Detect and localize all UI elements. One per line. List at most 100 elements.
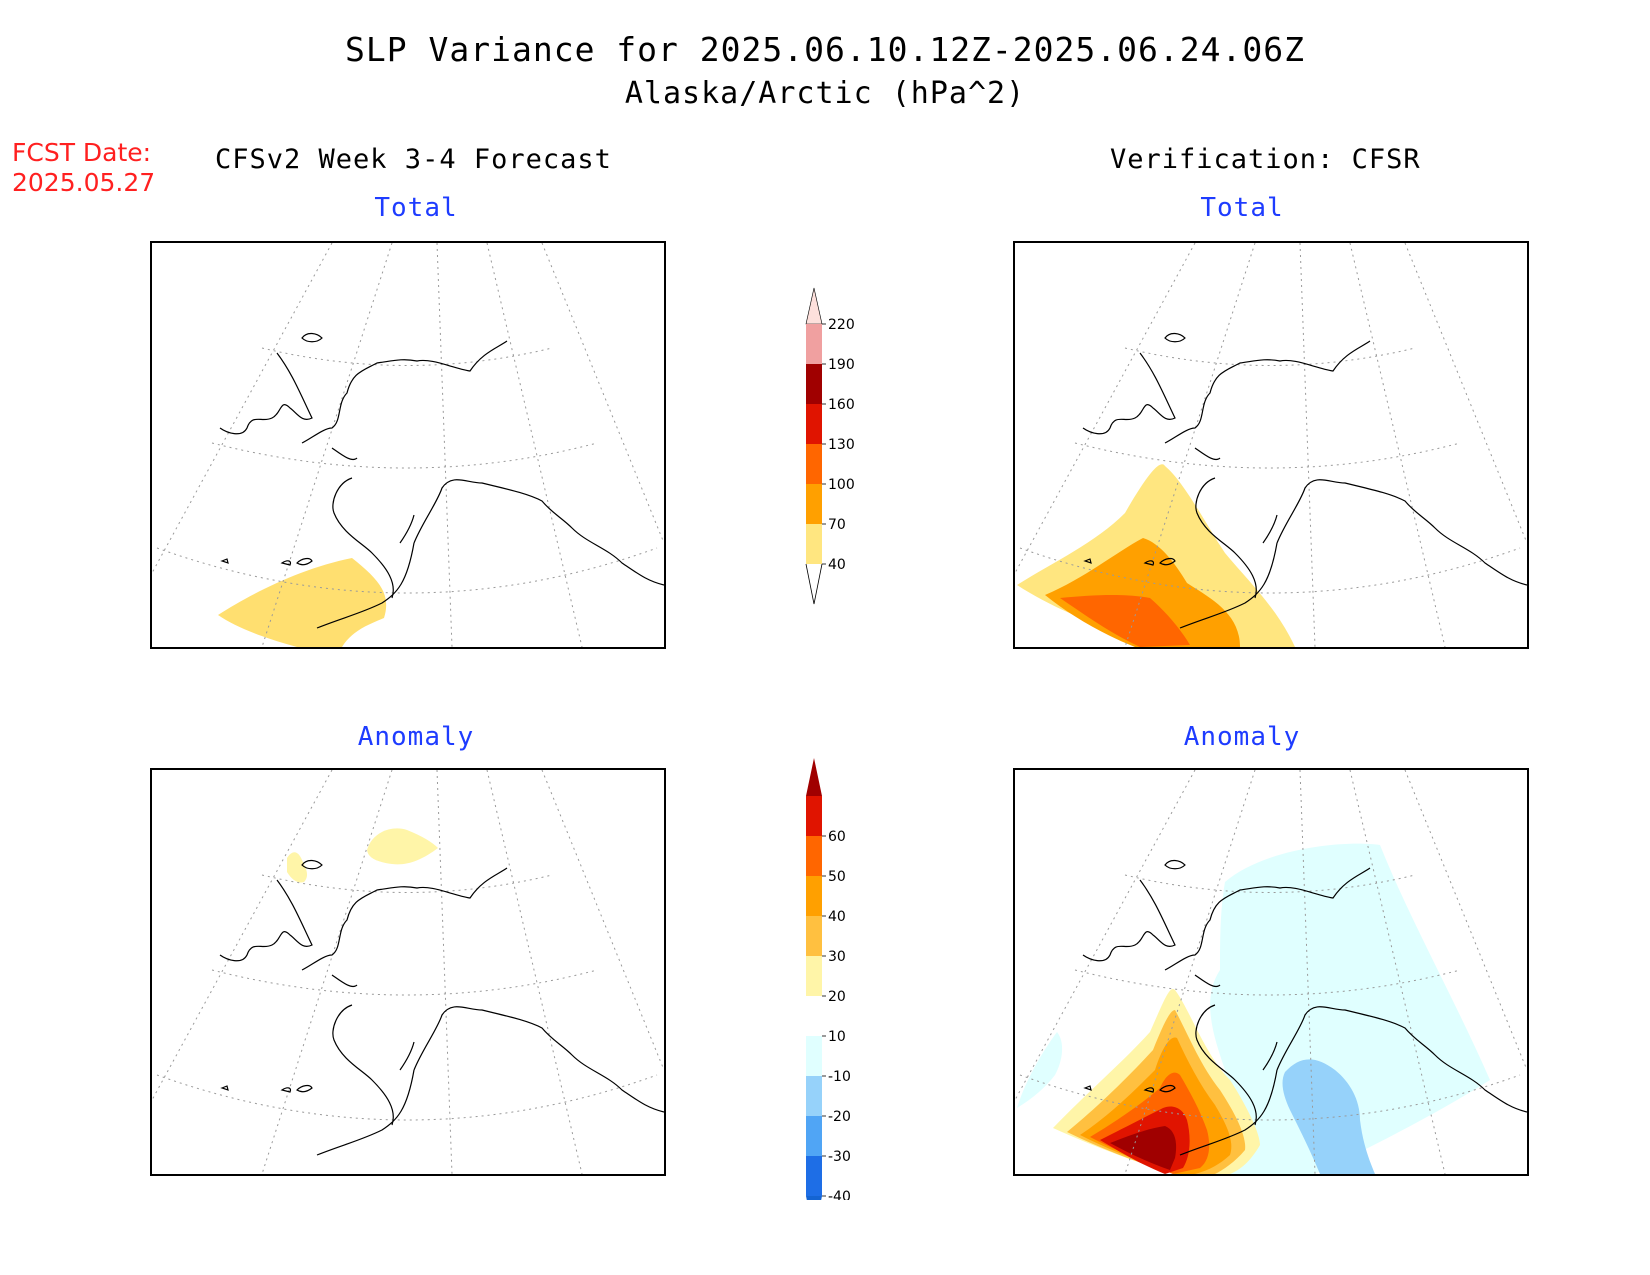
coastline-segment — [301, 340, 508, 444]
colorbar-label: -10 — [828, 1069, 851, 1085]
chart-subtitle: Alaska/Arctic (hPa^2) — [624, 76, 1026, 111]
total-colorbar: 40 70 100 130 160 190 220 — [805, 287, 855, 605]
anomaly-colorbar: -40 -30 -20 -10 10 20 30 40 50 60 — [806, 758, 851, 1200]
coastline-segment — [331, 447, 358, 461]
coastline-segment — [301, 332, 323, 343]
verification-total-map — [1013, 241, 1529, 649]
coastline-segment — [1159, 1084, 1176, 1093]
coastline-segment — [316, 1069, 415, 1156]
grid-line — [541, 770, 664, 1071]
lat-lon-grid — [1015, 243, 1527, 647]
coastline-segment — [1164, 859, 1186, 870]
coastline-segment — [1159, 557, 1176, 566]
coastline-segment — [1194, 974, 1221, 988]
coastline-segment — [1143, 1087, 1155, 1093]
grid-line — [152, 243, 333, 574]
coastline-segment — [219, 879, 313, 962]
colorbar-segment — [806, 324, 822, 364]
grid-line — [1015, 243, 1196, 574]
forecast-anomaly-title: Anomaly — [357, 722, 475, 752]
shading-layer — [218, 558, 387, 647]
coastline-segment — [413, 1006, 664, 1113]
colorbar-label: -30 — [828, 1149, 851, 1165]
anomaly-10-20-region-north — [367, 828, 438, 865]
colorbar-label: 190 — [828, 357, 855, 373]
fcst-date-label: FCST Date: — [12, 138, 152, 167]
coastline-segment — [219, 352, 313, 435]
lat-lon-grid — [152, 770, 664, 1174]
colorbar-segment — [806, 956, 822, 996]
coastline-segment — [1082, 879, 1176, 962]
colorbar-bottom-triangle — [805, 563, 823, 605]
fcst-date-value: 2025.05.27 — [12, 168, 156, 197]
colorbar-segment — [806, 916, 822, 956]
grid-line — [1019, 547, 1521, 594]
shading-layer — [1017, 464, 1295, 647]
grid-line — [152, 770, 333, 1101]
colorbar-label: 220 — [828, 317, 855, 333]
coastline-segment — [413, 479, 664, 586]
fcst-date-block: FCST Date: 2025.05.27 — [12, 138, 155, 198]
colorbar-label: 130 — [828, 437, 855, 453]
coastline-segment — [1164, 867, 1371, 971]
colorbar-segment — [806, 876, 822, 916]
grid-line — [156, 547, 658, 594]
grid-line — [261, 770, 393, 1174]
colorbar-segment — [806, 404, 822, 444]
anomaly-10-20-region-west — [287, 852, 308, 883]
colorbar-label: 40 — [828, 909, 846, 925]
coastline-segment — [1195, 477, 1257, 599]
colorbar-segment — [806, 524, 822, 564]
coastline-segment — [301, 859, 323, 870]
colorbar-label: 100 — [828, 477, 855, 493]
coastline-segment — [296, 557, 313, 566]
coastline — [1082, 859, 1527, 1156]
colorbar-segment — [806, 996, 822, 1036]
colorbar-segment — [806, 1036, 822, 1076]
coastline-segment — [399, 514, 415, 544]
grid-line — [156, 1074, 658, 1121]
colorbar-label: 70 — [828, 517, 846, 533]
colorbar-segment — [806, 1156, 822, 1196]
colorbar-label: 20 — [828, 989, 846, 1005]
coastline-segment — [331, 974, 358, 988]
coastline — [219, 332, 664, 629]
colorbar-segment — [806, 1076, 822, 1116]
colorbar-label: 160 — [828, 397, 855, 413]
shading-layer — [287, 828, 438, 883]
grid-line — [1015, 770, 1196, 1101]
colorbar-segment — [806, 444, 822, 484]
coastline-segment — [316, 542, 415, 629]
coastline-segment — [1179, 1069, 1278, 1156]
colorbar-label: 40 — [828, 557, 846, 573]
variance-40-70-region — [218, 558, 387, 647]
anomaly-minus-10-20-region-southwest — [1017, 1032, 1063, 1108]
colorbar-label: 60 — [828, 829, 846, 845]
coastline-segment — [1195, 1004, 1257, 1126]
colorbar-bottom-triangle — [806, 1196, 822, 1200]
grid-line — [1404, 243, 1527, 544]
forecast-total-title: Total — [374, 193, 458, 223]
coastline-segment — [332, 1004, 394, 1126]
grid-line — [1299, 243, 1316, 647]
coastline-segment — [399, 1041, 415, 1071]
grid-line — [1019, 1074, 1521, 1121]
colorbar-segment — [806, 836, 822, 876]
anomaly-minus-20-30-region — [1282, 1059, 1375, 1174]
colorbar-segment — [806, 796, 822, 836]
coastline-segment — [280, 1087, 292, 1093]
colorbar-label: -40 — [828, 1189, 851, 1200]
coastline-segment — [1164, 332, 1186, 343]
verification-column-heading: Verification: CFSR — [1110, 144, 1421, 175]
forecast-total-map — [150, 241, 666, 649]
coastline-segment — [1194, 447, 1221, 461]
coastline-segment — [220, 1085, 229, 1091]
coastline-segment — [1083, 558, 1092, 564]
forecast-column-heading: CFSv2 Week 3-4 Forecast — [215, 144, 612, 175]
grid-line — [261, 347, 553, 366]
coastline-segment — [296, 1084, 313, 1093]
coastline-segment — [1143, 560, 1155, 566]
coastline-segment — [280, 560, 292, 566]
anomaly-above-60-region — [1110, 1126, 1177, 1170]
grid-line — [211, 969, 598, 996]
